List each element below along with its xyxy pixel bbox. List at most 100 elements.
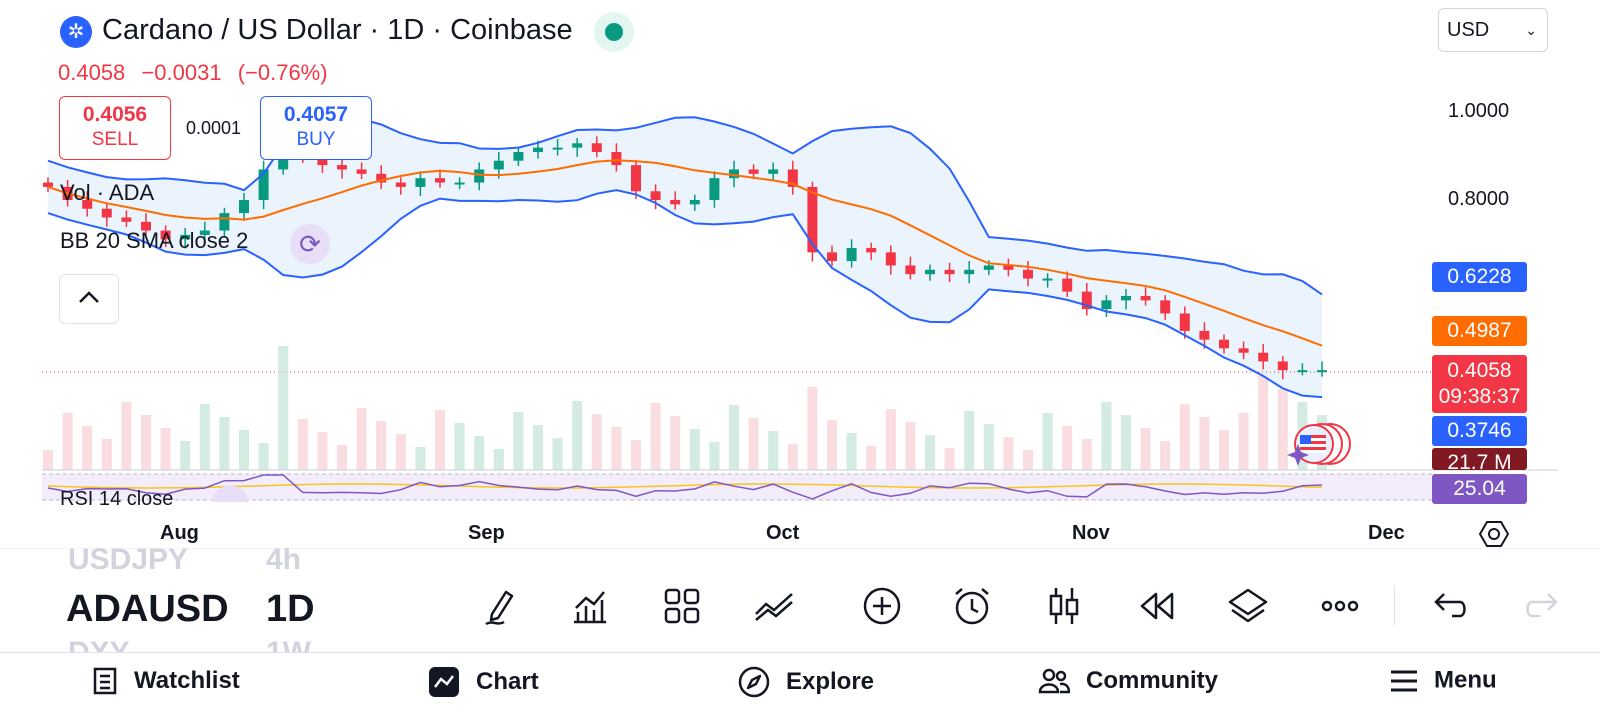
interval-wheel-next[interactable]: 1W bbox=[266, 636, 311, 652]
volume-bar bbox=[631, 440, 641, 470]
candle bbox=[1219, 339, 1229, 349]
refresh-icon[interactable] bbox=[212, 486, 248, 502]
volume-bar bbox=[768, 431, 779, 470]
trendline-icon[interactable] bbox=[752, 584, 796, 628]
draw-icon[interactable] bbox=[478, 584, 522, 628]
nav-menu[interactable]: Menu bbox=[1390, 666, 1497, 695]
refresh-icon[interactable]: ⟳ bbox=[290, 224, 330, 264]
flag-badges bbox=[1294, 423, 1351, 465]
time-axis-label: Oct bbox=[766, 522, 800, 544]
volume-bar bbox=[297, 419, 308, 470]
volume-bar bbox=[493, 449, 504, 470]
nav-community[interactable]: Community bbox=[1038, 666, 1218, 696]
time-axis-label: Dec bbox=[1368, 522, 1405, 544]
rsi-line bbox=[47, 474, 1323, 500]
volume-bar bbox=[239, 430, 249, 470]
volume-bar bbox=[885, 409, 896, 470]
collapse-legend-button[interactable] bbox=[59, 274, 119, 324]
add-icon[interactable] bbox=[860, 584, 904, 628]
interval-wheel-prev[interactable]: 4h bbox=[266, 548, 302, 576]
candle bbox=[964, 269, 975, 275]
symbol-wheel-next[interactable]: DXY bbox=[68, 636, 130, 652]
volume-bar bbox=[415, 447, 426, 470]
candle bbox=[454, 182, 465, 185]
volume-legend[interactable]: Vol · ADA bbox=[60, 180, 155, 205]
alert-icon[interactable] bbox=[950, 584, 994, 628]
price-axis-label: 1.0000 bbox=[1448, 100, 1510, 122]
price-change: −0.0031 bbox=[141, 60, 222, 85]
candle bbox=[631, 165, 641, 192]
volume-bar bbox=[689, 429, 700, 470]
chevron-down-icon: ⌄ bbox=[1525, 22, 1537, 38]
symbol-title[interactable]: Cardano / US Dollar · 1D · Coinbase bbox=[102, 14, 573, 46]
volume-bar bbox=[219, 417, 230, 470]
hamburger-icon bbox=[1391, 670, 1417, 692]
candle bbox=[533, 147, 543, 153]
volume-bar bbox=[278, 346, 289, 470]
volume-bar bbox=[944, 448, 955, 470]
volume-bar bbox=[337, 445, 347, 470]
nav-chart[interactable]: Chart bbox=[428, 666, 539, 698]
last-price: 0.4058 bbox=[58, 60, 126, 85]
candle bbox=[650, 191, 661, 200]
spread-value: 0.0001 bbox=[186, 118, 242, 138]
candle bbox=[43, 182, 53, 187]
volume-bar bbox=[1258, 376, 1269, 470]
nav-explore[interactable]: Explore bbox=[738, 666, 874, 698]
volume-bar bbox=[846, 433, 857, 470]
redo-icon[interactable] bbox=[1520, 584, 1564, 628]
indicators-icon[interactable] bbox=[568, 584, 612, 628]
current-interval[interactable]: 1D bbox=[266, 588, 315, 630]
price-axis-label: 0.8000 bbox=[1448, 188, 1510, 210]
volume-bar bbox=[101, 439, 112, 470]
candle bbox=[670, 200, 681, 205]
sell-button[interactable]: 0.4056 SELL bbox=[59, 96, 171, 160]
candle bbox=[1238, 348, 1249, 353]
candle bbox=[337, 165, 347, 170]
candle bbox=[1258, 352, 1269, 362]
volume-bar bbox=[729, 405, 739, 470]
candle bbox=[101, 208, 112, 218]
price-chart[interactable] bbox=[0, 0, 1600, 548]
candle bbox=[1042, 278, 1053, 281]
layouts-icon[interactable] bbox=[660, 584, 704, 628]
bb-legend[interactable]: BB 20 SMA close 2 bbox=[60, 228, 249, 253]
rsi-legend[interactable]: RSI 14 close bbox=[60, 488, 174, 510]
candle bbox=[572, 143, 583, 148]
price-line: 0.4058 −0.0031 (−0.76%) bbox=[58, 60, 338, 86]
volume-bar bbox=[1238, 413, 1249, 470]
market-open-indicator[interactable] bbox=[594, 12, 634, 52]
undo-icon[interactable] bbox=[1428, 584, 1472, 628]
bb-lower-line bbox=[47, 189, 1323, 399]
bb-basis-line bbox=[47, 159, 1323, 347]
chart-settings-icon[interactable] bbox=[1478, 518, 1510, 550]
volume-bar bbox=[513, 412, 524, 470]
currency-select[interactable]: USD ⌄ bbox=[1438, 8, 1548, 52]
volume-bar bbox=[62, 413, 73, 470]
layers-icon[interactable] bbox=[1226, 584, 1270, 628]
volume-bar bbox=[180, 441, 191, 470]
volume-bar bbox=[1277, 389, 1288, 470]
volume-bar bbox=[866, 446, 877, 470]
candle bbox=[787, 169, 798, 187]
more-icon[interactable] bbox=[1318, 584, 1362, 628]
candle bbox=[1277, 361, 1288, 371]
volume-bar bbox=[1101, 402, 1112, 470]
candle bbox=[219, 213, 230, 231]
candle bbox=[160, 230, 171, 240]
replay-icon[interactable] bbox=[1134, 584, 1178, 628]
candle bbox=[199, 230, 210, 235]
candle bbox=[1199, 330, 1210, 340]
nav-watchlist[interactable]: Watchlist bbox=[92, 666, 240, 696]
volume-bar bbox=[1160, 441, 1171, 470]
candle bbox=[493, 160, 504, 170]
symbol-wheel-prev[interactable]: USDJPY bbox=[68, 548, 189, 576]
volume-bar bbox=[1042, 413, 1053, 470]
candle bbox=[395, 182, 406, 187]
bb-lower-tag: 0.3746 bbox=[1432, 416, 1527, 446]
volume-bar bbox=[317, 432, 328, 470]
current-symbol[interactable]: ADAUSD bbox=[66, 588, 229, 630]
volume-bar bbox=[905, 422, 916, 470]
buy-button[interactable]: 0.4057 BUY bbox=[260, 96, 372, 160]
candles-icon[interactable] bbox=[1042, 584, 1086, 628]
